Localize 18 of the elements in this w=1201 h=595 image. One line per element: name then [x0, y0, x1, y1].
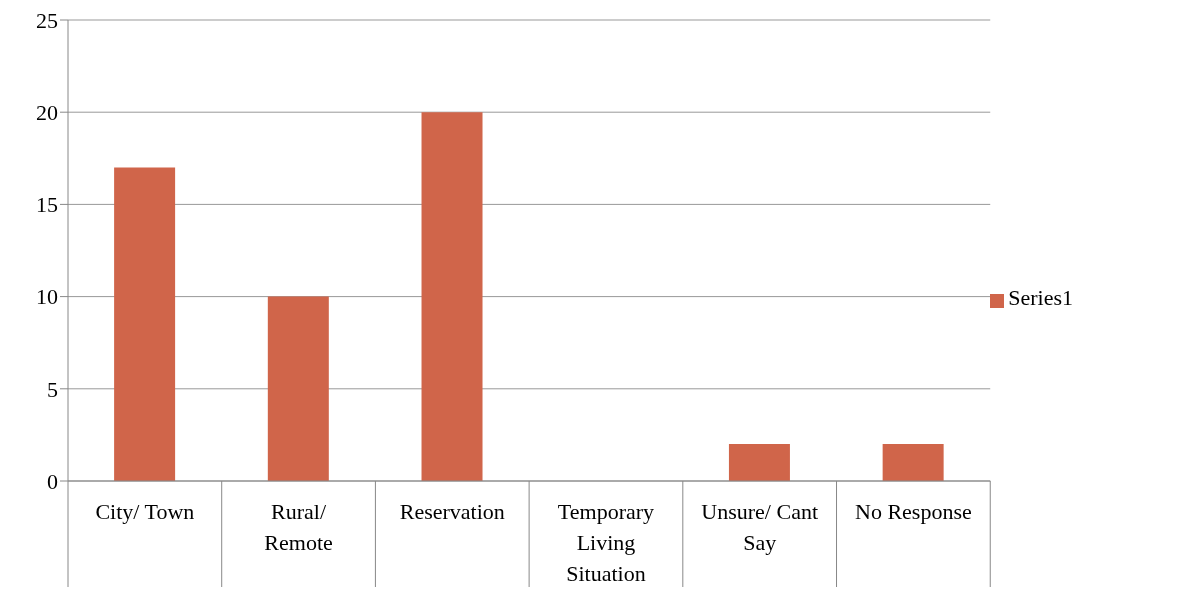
bar — [114, 167, 176, 481]
y-tick-label: 5 — [47, 376, 58, 402]
y-tick-label: 20 — [36, 100, 58, 126]
bar — [882, 444, 944, 481]
y-tick-label: 0 — [47, 468, 58, 494]
x-tick-label: No Response — [855, 499, 972, 524]
bar — [421, 112, 483, 481]
y-tick-label: 25 — [36, 7, 58, 33]
x-tick-label: Rural/ Remote — [264, 499, 333, 555]
x-tick-label: Reservation — [399, 499, 505, 524]
x-tick-label: Unsure/ Cant Say — [701, 499, 819, 555]
legend-label: Series1 — [1008, 284, 1073, 310]
x-tick-label: City/ Town — [95, 499, 195, 524]
bar — [728, 444, 790, 481]
y-tick-label: 10 — [36, 284, 58, 310]
y-tick-label: 15 — [36, 192, 58, 218]
x-tick-label: Temporary Living Situation — [557, 499, 655, 586]
bar — [267, 296, 329, 481]
